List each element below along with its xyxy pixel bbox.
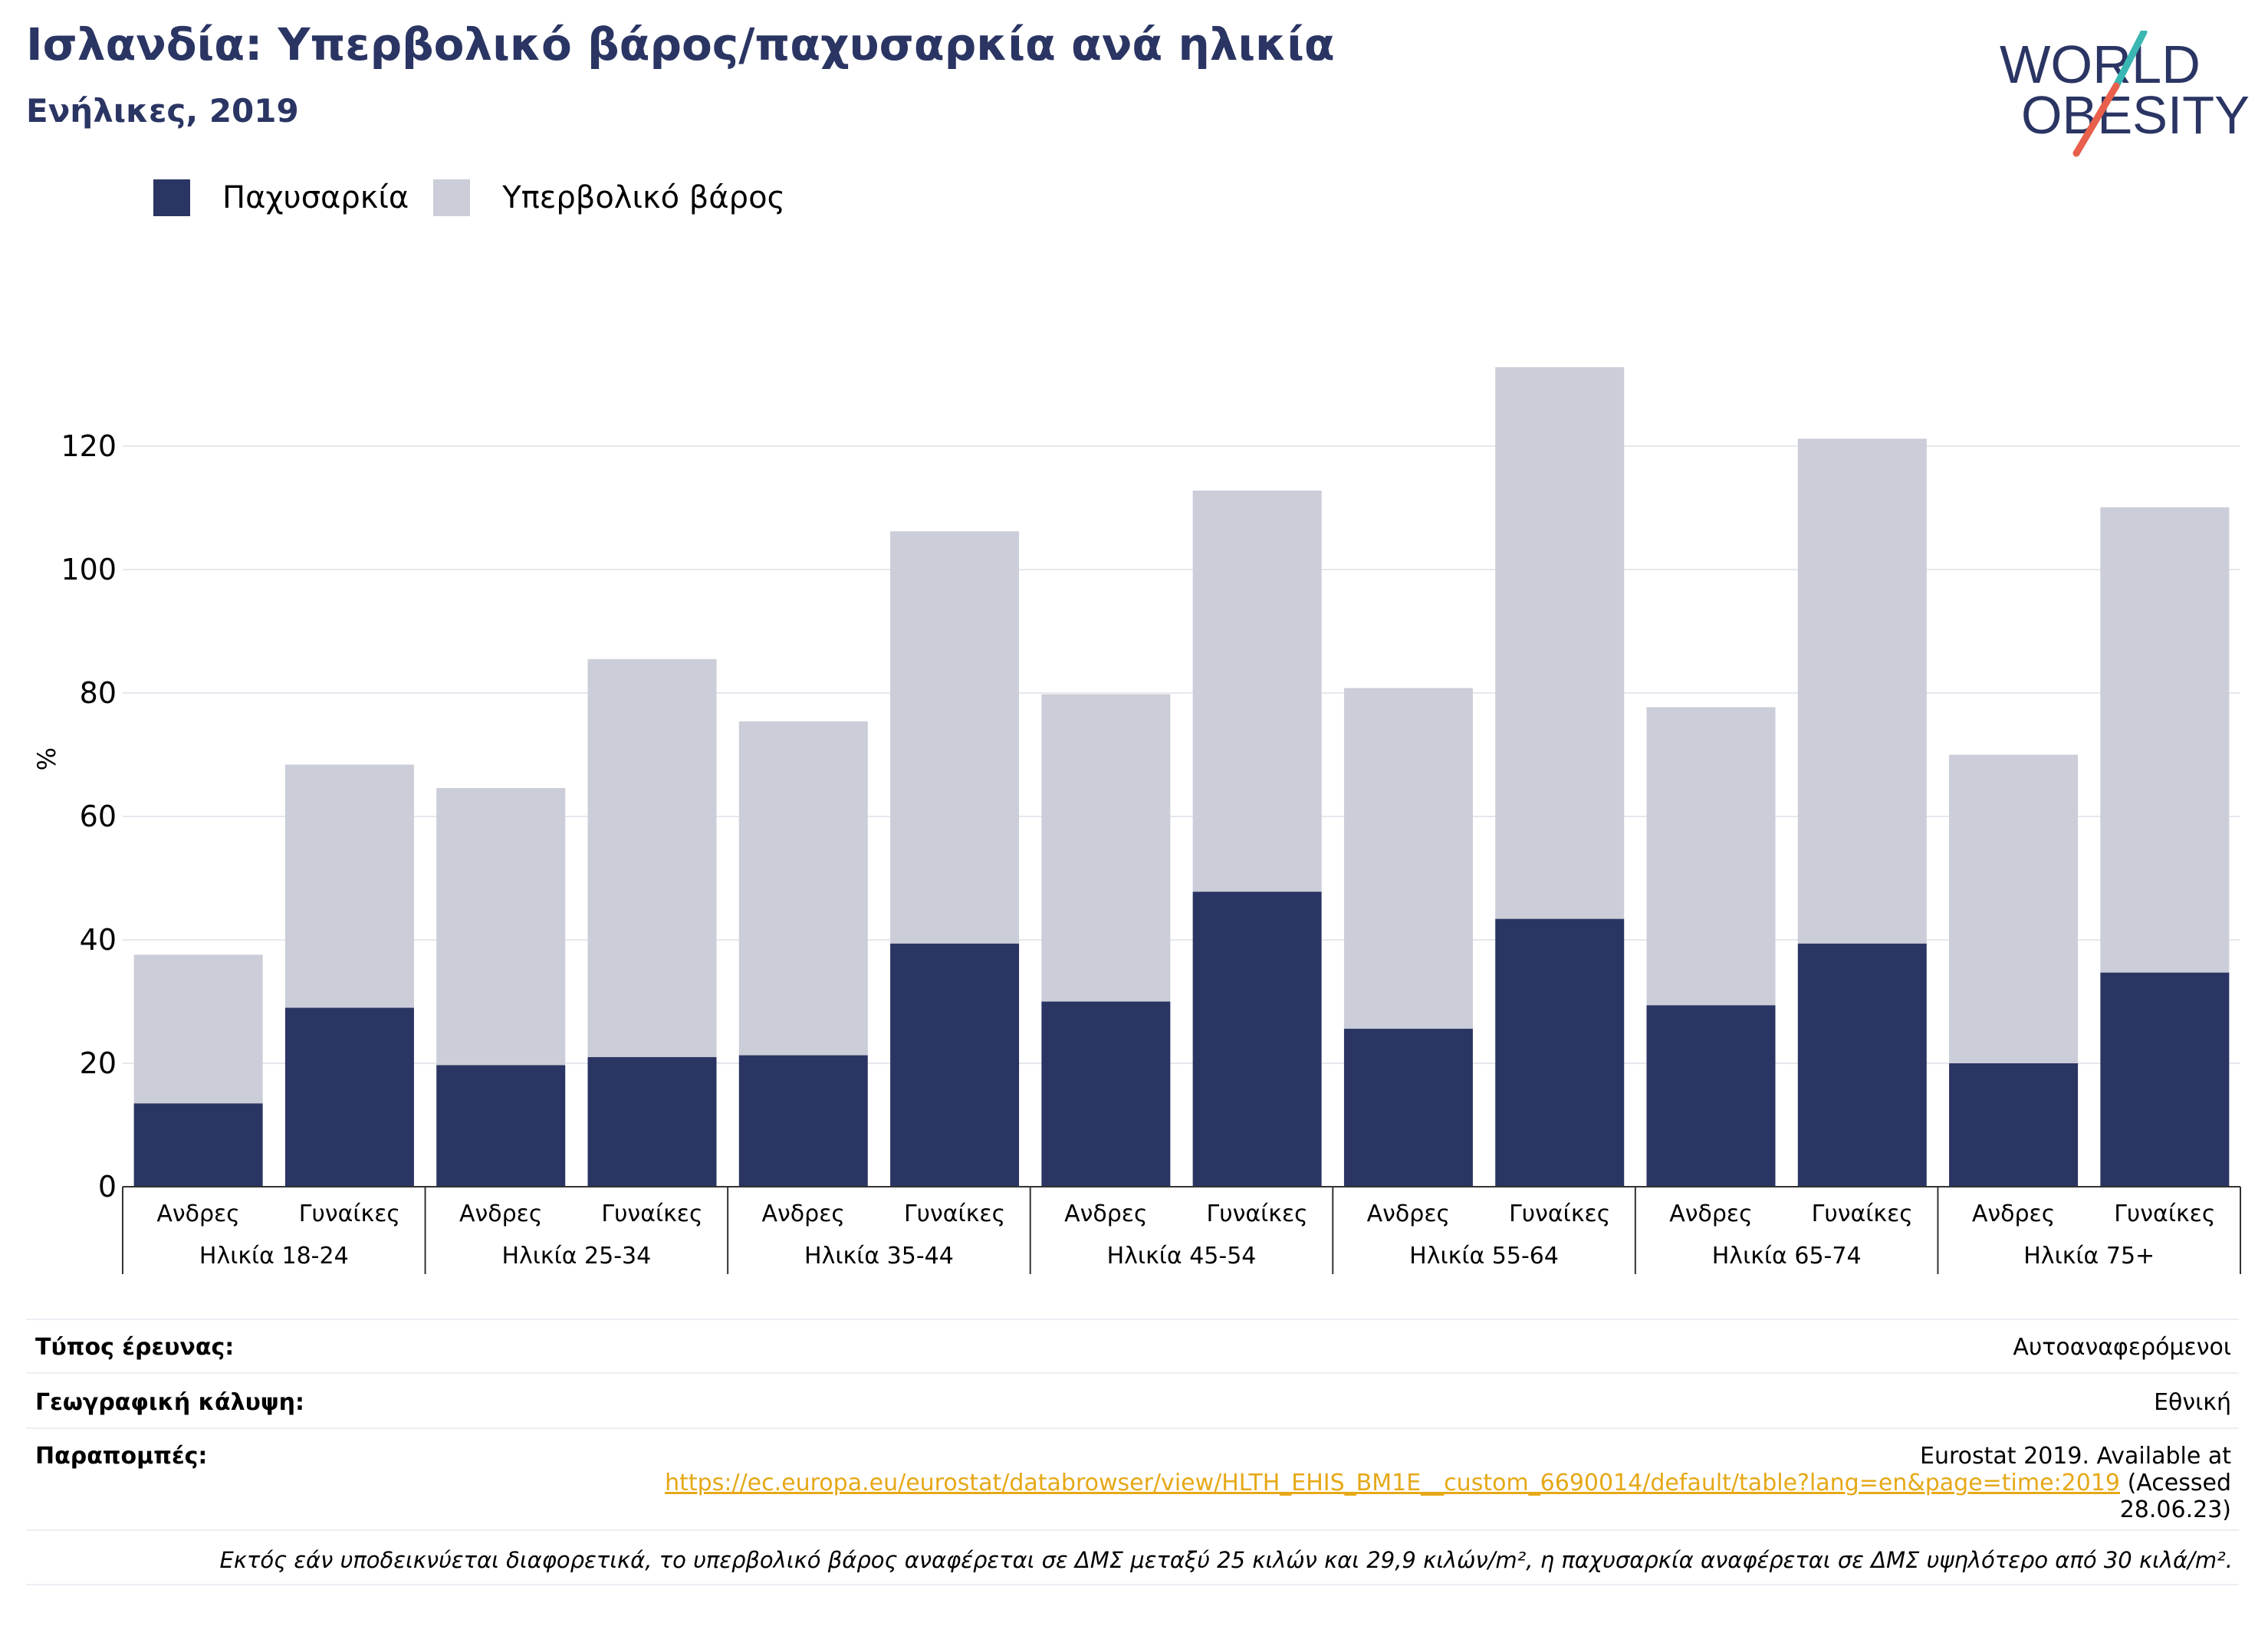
y-tick-label: 20 — [80, 1046, 117, 1080]
x-tick-label: Ανδρες — [1972, 1201, 2056, 1227]
bar-overweight — [133, 954, 263, 1104]
bar-overweight — [1949, 754, 2079, 1063]
x-group-label: Ηλικία 65-74 — [1712, 1243, 1862, 1270]
bar-overweight — [1192, 490, 1322, 892]
bar-overweight — [587, 659, 717, 1057]
x-tick-label: Γυναίκες — [1509, 1201, 1610, 1227]
bar-obesity — [436, 1065, 566, 1187]
info-divider — [26, 1584, 2239, 1585]
coverage-value: Εθνική — [2154, 1389, 2231, 1416]
references-date: 28.06.23) — [2119, 1496, 2231, 1523]
x-group-label: Ηλικία 18-24 — [199, 1243, 349, 1270]
bar-chart: 0 20 40 60 80 100 120% Ανδρες Γυναίκες Ανδρες Γυνα… — [32, 366, 2241, 1274]
bar-obesity — [1797, 943, 1927, 1187]
x-group-label: Ηλικία 55-64 — [1409, 1243, 1559, 1270]
chart-subtitle: Ενήλικες, 2019 — [26, 92, 299, 130]
x-group-label: Ηλικία 25-34 — [501, 1243, 651, 1270]
definition-note: Εκτός εάν υποδεικνύεται διαφορετικά, το … — [219, 1547, 2233, 1573]
references-line1: Eurostat 2019. Available at — [1920, 1443, 2231, 1470]
logo-word-obesity: OBESITY — [2021, 85, 2250, 145]
x-tick-label: Γυναίκες — [1207, 1201, 1308, 1227]
x-tick-label: Γυναίκες — [904, 1201, 1005, 1227]
bar-obesity — [1646, 1005, 1776, 1187]
bar-obesity — [1495, 918, 1625, 1187]
bar-obesity — [284, 1007, 414, 1187]
bar-overweight — [1646, 707, 1776, 1006]
x-group-label: Ηλικία 45-54 — [1107, 1243, 1257, 1270]
bar-obesity — [890, 943, 1020, 1187]
bar-overweight — [1495, 366, 1625, 919]
bar-obesity — [738, 1055, 868, 1187]
world-obesity-logo: WORLD OBESITY — [2000, 31, 2250, 157]
logo-slash-teal — [2112, 31, 2148, 90]
bar-obesity — [1343, 1028, 1473, 1187]
references-line2: https://ec.europa.eu/eurostat/databrowse… — [665, 1470, 2231, 1496]
legend-label-overweight: Υπερβολικό βάρος — [502, 180, 786, 215]
x-tick-label: Ανδρες — [1064, 1201, 1148, 1227]
bar-overweight — [738, 721, 868, 1056]
y-axis-label: % — [32, 747, 61, 770]
coverage-label: Γεωγραφική κάλυψη: — [35, 1389, 305, 1416]
x-tick-label: Γυναίκες — [601, 1201, 702, 1227]
bar-overweight — [1797, 439, 1927, 944]
references-label: Παραπομπές: — [35, 1443, 208, 1470]
bar-overweight — [890, 531, 1020, 944]
legend-label-obesity: Παχυσαρκία — [222, 180, 409, 215]
survey-type-value: Αυτοαναφερόμενοι — [2013, 1334, 2231, 1361]
bar-obesity — [1041, 1001, 1171, 1187]
x-group-label: Ηλικία 75+ — [2023, 1243, 2155, 1270]
references-value: Eurostat 2019. Available at https://ec.e… — [665, 1443, 2231, 1523]
y-tick-label: 120 — [61, 429, 117, 463]
bar-overweight — [436, 787, 566, 1066]
legend-swatch-overweight — [433, 179, 471, 216]
bar-overweight — [1041, 694, 1171, 1002]
bar-obesity — [587, 1056, 717, 1187]
bar-obesity — [133, 1103, 263, 1187]
logo-slash-red — [2072, 82, 2120, 157]
x-group-label: Ηλικία 35-44 — [804, 1243, 954, 1270]
logo-word-world: WORLD — [2000, 34, 2201, 94]
bar-overweight — [1343, 688, 1473, 1029]
info-divider — [26, 1319, 2239, 1320]
x-tick-label: Ανδρες — [1367, 1201, 1451, 1227]
x-tick-label: Ανδρες — [1669, 1201, 1753, 1227]
references-suffix: (Acessed — [2127, 1470, 2231, 1496]
x-tick-label: Ανδρες — [156, 1201, 240, 1227]
legend: Παχυσαρκία Υπερβολικό βάρος — [153, 175, 810, 221]
bar-overweight — [2100, 507, 2230, 973]
x-tick-label: Γυναίκες — [299, 1201, 400, 1227]
y-tick-label: 0 — [98, 1170, 117, 1204]
info-divider — [26, 1529, 2239, 1531]
x-tick-label: Ανδρες — [459, 1201, 543, 1227]
survey-type-label: Τύπος έρευνας: — [35, 1334, 235, 1361]
y-tick-label: 40 — [80, 923, 117, 957]
bar-overweight — [284, 764, 414, 1008]
references-link[interactable]: https://ec.europa.eu/eurostat/databrowse… — [665, 1470, 2121, 1496]
bar-obesity — [2100, 972, 2230, 1187]
y-tick-label: 100 — [61, 553, 117, 586]
chart-title: Ισλανδία: Υπερβολικό βάρος/παχυσαρκία αν… — [26, 18, 1335, 71]
y-tick-label: 80 — [80, 676, 117, 710]
bar-obesity — [1192, 892, 1322, 1187]
x-tick-label: Ανδρες — [762, 1201, 846, 1227]
bar-obesity — [1949, 1063, 2079, 1187]
y-tick-label: 60 — [80, 800, 117, 833]
x-tick-label: Γυναίκες — [2114, 1201, 2215, 1227]
x-tick-label: Γυναίκες — [1812, 1201, 1913, 1227]
legend-swatch-obesity — [153, 179, 190, 216]
info-divider — [26, 1372, 2239, 1374]
info-divider — [26, 1427, 2239, 1429]
